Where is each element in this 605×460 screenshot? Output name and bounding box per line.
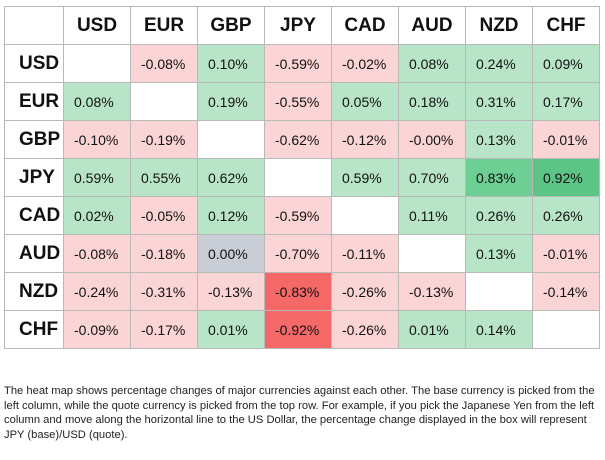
- cell-gbp-gbp: [197, 120, 265, 159]
- cell-cad-nzd: 0.26%: [465, 196, 533, 235]
- cell-jpy-nzd: 0.83%: [465, 158, 533, 197]
- cell-nzd-aud: -0.13%: [398, 272, 466, 311]
- cell-nzd-cad: -0.26%: [331, 272, 399, 311]
- cell-usd-jpy: -0.59%: [264, 44, 332, 83]
- heatmap-row-cad: CAD 0.02% -0.05% 0.12% -0.59% 0.11% 0.26% 0.26%: [4, 196, 600, 235]
- header-row: USD EUR GBP JPY CAD AUD NZD CHF: [4, 6, 600, 45]
- cell-aud-usd: -0.08%: [63, 234, 131, 273]
- heatmap-row-usd: USD -0.08% 0.10% -0.59% -0.02% 0.08% 0.24% 0.09…: [4, 44, 600, 83]
- cell-nzd-chf: -0.14%: [532, 272, 600, 311]
- column-header-aud: AUD: [398, 6, 466, 45]
- heatmap-row-eur: EUR 0.08% 0.19% -0.55% 0.05% 0.18% 0.31% 0.17%: [4, 82, 600, 121]
- cell-jpy-cad: 0.59%: [331, 158, 399, 197]
- cell-jpy-jpy: [264, 158, 332, 197]
- cell-jpy-eur: 0.55%: [130, 158, 198, 197]
- cell-gbp-jpy: -0.62%: [264, 120, 332, 159]
- cell-cad-eur: -0.05%: [130, 196, 198, 235]
- cell-eur-usd: 0.08%: [63, 82, 131, 121]
- row-header-cad: CAD: [4, 196, 64, 235]
- cell-chf-gbp: 0.01%: [197, 310, 265, 349]
- cell-gbp-chf: -0.01%: [532, 120, 600, 159]
- row-header-usd: USD: [4, 44, 64, 83]
- cell-eur-jpy: -0.55%: [264, 82, 332, 121]
- heatmap-row-aud: AUD -0.08% -0.18% 0.00% -0.70% -0.11% 0.13% -0.…: [4, 234, 600, 273]
- cell-aud-jpy: -0.70%: [264, 234, 332, 273]
- cell-eur-gbp: 0.19%: [197, 82, 265, 121]
- cell-cad-jpy: -0.59%: [264, 196, 332, 235]
- row-header-aud: AUD: [4, 234, 64, 273]
- row-header-chf: CHF: [4, 310, 64, 349]
- cell-nzd-jpy: -0.83%: [264, 272, 332, 311]
- cell-chf-aud: 0.01%: [398, 310, 466, 349]
- cell-gbp-aud: -0.00%: [398, 120, 466, 159]
- cell-usd-usd: [63, 44, 131, 83]
- cell-usd-nzd: 0.24%: [465, 44, 533, 83]
- cell-cad-gbp: 0.12%: [197, 196, 265, 235]
- cell-aud-eur: -0.18%: [130, 234, 198, 273]
- cell-chf-usd: -0.09%: [63, 310, 131, 349]
- row-header-nzd: NZD: [4, 272, 64, 311]
- cell-usd-aud: 0.08%: [398, 44, 466, 83]
- cell-chf-jpy: -0.92%: [264, 310, 332, 349]
- row-header-jpy: JPY: [4, 158, 64, 197]
- heatmap-caption: The heat map shows percentage changes of…: [4, 385, 595, 441]
- cell-aud-chf: -0.01%: [532, 234, 600, 273]
- cell-jpy-usd: 0.59%: [63, 158, 131, 197]
- row-header-eur: EUR: [4, 82, 64, 121]
- column-header-jpy: JPY: [264, 6, 332, 45]
- cell-jpy-gbp: 0.62%: [197, 158, 265, 197]
- cell-cad-cad: [331, 196, 399, 235]
- cell-chf-cad: -0.26%: [331, 310, 399, 349]
- cell-cad-chf: 0.26%: [532, 196, 600, 235]
- cell-aud-cad: -0.11%: [331, 234, 399, 273]
- cell-gbp-eur: -0.19%: [130, 120, 198, 159]
- cell-eur-cad: 0.05%: [331, 82, 399, 121]
- cell-jpy-aud: 0.70%: [398, 158, 466, 197]
- column-header-usd: USD: [63, 6, 131, 45]
- heatmap-row-jpy: JPY 0.59% 0.55% 0.62% 0.59% 0.70% 0.83% 0.92%: [4, 158, 600, 197]
- cell-chf-chf: [532, 310, 600, 349]
- column-header-cad: CAD: [331, 6, 399, 45]
- column-header-nzd: NZD: [465, 6, 533, 45]
- cell-usd-chf: 0.09%: [532, 44, 600, 83]
- cell-chf-nzd: 0.14%: [465, 310, 533, 349]
- cell-gbp-cad: -0.12%: [331, 120, 399, 159]
- cell-chf-eur: -0.17%: [130, 310, 198, 349]
- cell-gbp-nzd: 0.13%: [465, 120, 533, 159]
- cell-nzd-usd: -0.24%: [63, 272, 131, 311]
- heatmap-row-chf: CHF -0.09% -0.17% 0.01% -0.92% -0.26% 0.01% 0.1…: [4, 310, 600, 349]
- heatmap-body: USD -0.08% 0.10% -0.59% -0.02% 0.08% 0.24% 0.09…: [4, 44, 600, 349]
- column-header-gbp: GBP: [197, 6, 265, 45]
- cell-aud-gbp: 0.00%: [197, 234, 265, 273]
- heatmap-row-gbp: GBP -0.10% -0.19% -0.62% -0.12% -0.00% 0.13% -0…: [4, 120, 600, 159]
- cell-gbp-usd: -0.10%: [63, 120, 131, 159]
- cell-cad-aud: 0.11%: [398, 196, 466, 235]
- cell-aud-aud: [398, 234, 466, 273]
- cell-eur-eur: [130, 82, 198, 121]
- cell-usd-gbp: 0.10%: [197, 44, 265, 83]
- cell-eur-chf: 0.17%: [532, 82, 600, 121]
- cell-nzd-nzd: [465, 272, 533, 311]
- cell-usd-cad: -0.02%: [331, 44, 399, 83]
- column-header-eur: EUR: [130, 6, 198, 45]
- column-header-chf: CHF: [532, 6, 600, 45]
- cell-usd-eur: -0.08%: [130, 44, 198, 83]
- cell-nzd-gbp: -0.13%: [197, 272, 265, 311]
- cell-nzd-eur: -0.31%: [130, 272, 198, 311]
- cell-eur-aud: 0.18%: [398, 82, 466, 121]
- corner-cell: [4, 6, 64, 45]
- cell-aud-nzd: 0.13%: [465, 234, 533, 273]
- heatmap-row-nzd: NZD -0.24% -0.31% -0.13% -0.83% -0.26% -0.13% -…: [4, 272, 600, 311]
- row-header-gbp: GBP: [4, 120, 64, 159]
- currency-heatmap: USD EUR GBP JPY CAD AUD NZD CHF USD -0.08% 0.10% -…: [4, 6, 600, 349]
- cell-cad-usd: 0.02%: [63, 196, 131, 235]
- cell-jpy-chf: 0.92%: [532, 158, 600, 197]
- cell-eur-nzd: 0.31%: [465, 82, 533, 121]
